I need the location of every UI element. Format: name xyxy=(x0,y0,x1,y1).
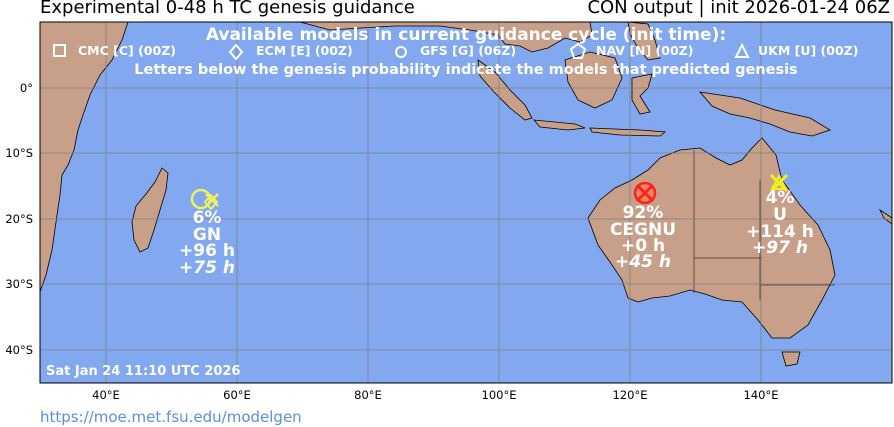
land-madagascar xyxy=(131,167,169,253)
source-url-link[interactable]: https://moe.met.fsu.edu/modelgen xyxy=(40,408,302,426)
diamond-icon xyxy=(228,43,244,61)
lat-label-20s: 20°S xyxy=(5,212,33,226)
genesis-marker-queensland xyxy=(769,173,789,193)
system-label-madagascar: 6% GN +96 h +75 h xyxy=(179,208,235,278)
system-label-queensland: 4% U +114 h +97 h xyxy=(746,188,814,258)
system-lead-time-italic: +97 h xyxy=(752,238,808,258)
legend-model-nav: NAV [N] (00Z) xyxy=(596,43,693,58)
legend-heading: Available models in current guidance cyc… xyxy=(206,25,726,45)
system-lead-time: +0 h xyxy=(621,236,665,256)
lat-label-30s: 30°S xyxy=(5,277,33,291)
chart-title: Experimental 0-48 h TC genesis guidance xyxy=(40,0,415,18)
system-probability: 92% xyxy=(623,203,664,223)
legend-model-cmc: CMC [C] (00Z) xyxy=(78,43,176,58)
lon-label-40e: 40°E xyxy=(92,388,120,402)
system-lead-time-italic: +45 h xyxy=(615,252,671,272)
genesis-marker-nw-australia xyxy=(633,181,657,205)
legend-models: CMC [C] (00Z) ECM [E] (00Z) GFS [G] (06Z… xyxy=(53,42,858,61)
system-models: GN xyxy=(193,225,221,245)
pentagon-icon xyxy=(569,42,587,59)
lon-label-120e: 120°E xyxy=(613,388,648,402)
lon-label-140e: 140°E xyxy=(744,388,779,402)
land-asia-north xyxy=(299,22,593,53)
system-probability: 4% xyxy=(766,188,795,208)
legend-model-ukm: UKM [U] (00Z) xyxy=(758,43,858,58)
system-lead-time: +96 h xyxy=(179,241,235,261)
land-new-guinea xyxy=(698,91,831,137)
run-info-title: CON output | init 2026-01-24 06Z xyxy=(587,0,890,18)
land-sumatra xyxy=(477,59,533,121)
land-philippines xyxy=(627,22,661,61)
legend-explanation: Letters below the genesis probability in… xyxy=(134,62,797,78)
lat-label-10s: 10°S xyxy=(5,146,33,160)
genesis-marker-madagascar xyxy=(190,188,219,211)
legend-model-gfs: GFS [G] (06Z) xyxy=(420,43,516,58)
legend-model-ecm: ECM [E] (00Z) xyxy=(256,43,353,58)
land-java xyxy=(533,119,586,131)
lon-label-60e: 60°E xyxy=(223,388,251,402)
triangle-icon xyxy=(734,42,750,58)
lat-label-0: 0° xyxy=(20,81,33,95)
lon-label-100e: 100°E xyxy=(482,388,517,402)
square-icon xyxy=(53,44,66,57)
system-label-nw-australia: 92% CEGNU +0 h +45 h xyxy=(610,203,676,272)
graticule xyxy=(40,22,892,383)
land-tasmania xyxy=(781,351,801,367)
land-africa xyxy=(40,22,129,293)
timestamp: Sat Jan 24 11:10 UTC 2026 xyxy=(46,364,240,379)
system-lead-time-italic: +75 h xyxy=(179,258,235,278)
system-probability: 6% xyxy=(193,208,222,228)
circle-icon xyxy=(395,46,407,58)
system-models: CEGNU xyxy=(610,220,676,240)
land-new-caledonia xyxy=(878,208,892,225)
system-lead-time: +114 h xyxy=(746,222,814,242)
land-lesser-sunda xyxy=(589,127,667,137)
lat-label-40s: 40°S xyxy=(5,343,33,357)
lon-label-80e: 80°E xyxy=(354,388,382,402)
land-sulawesi xyxy=(631,73,653,115)
system-models: U xyxy=(773,205,787,225)
